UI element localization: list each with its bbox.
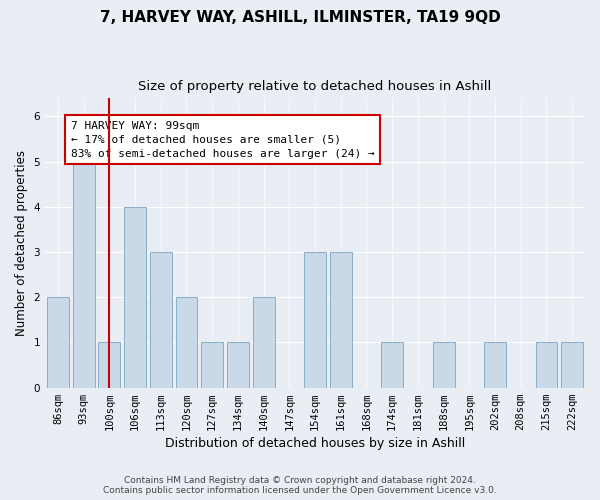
Title: Size of property relative to detached houses in Ashill: Size of property relative to detached ho… xyxy=(139,80,491,93)
Bar xyxy=(536,342,557,388)
Bar xyxy=(484,342,506,388)
Text: Contains HM Land Registry data © Crown copyright and database right 2024.
Contai: Contains HM Land Registry data © Crown c… xyxy=(103,476,497,495)
Bar xyxy=(98,342,120,388)
Bar xyxy=(433,342,455,388)
Bar xyxy=(73,162,95,388)
Bar xyxy=(150,252,172,388)
Bar xyxy=(124,207,146,388)
Bar xyxy=(47,298,69,388)
Bar xyxy=(304,252,326,388)
Bar xyxy=(201,342,223,388)
Bar xyxy=(227,342,249,388)
Bar xyxy=(176,298,197,388)
Text: 7 HARVEY WAY: 99sqm
← 17% of detached houses are smaller (5)
83% of semi-detache: 7 HARVEY WAY: 99sqm ← 17% of detached ho… xyxy=(71,121,374,159)
Bar xyxy=(253,298,275,388)
Text: 7, HARVEY WAY, ASHILL, ILMINSTER, TA19 9QD: 7, HARVEY WAY, ASHILL, ILMINSTER, TA19 9… xyxy=(100,10,500,25)
Y-axis label: Number of detached properties: Number of detached properties xyxy=(15,150,28,336)
Bar xyxy=(330,252,352,388)
X-axis label: Distribution of detached houses by size in Ashill: Distribution of detached houses by size … xyxy=(165,437,465,450)
Bar xyxy=(561,342,583,388)
Bar xyxy=(381,342,403,388)
